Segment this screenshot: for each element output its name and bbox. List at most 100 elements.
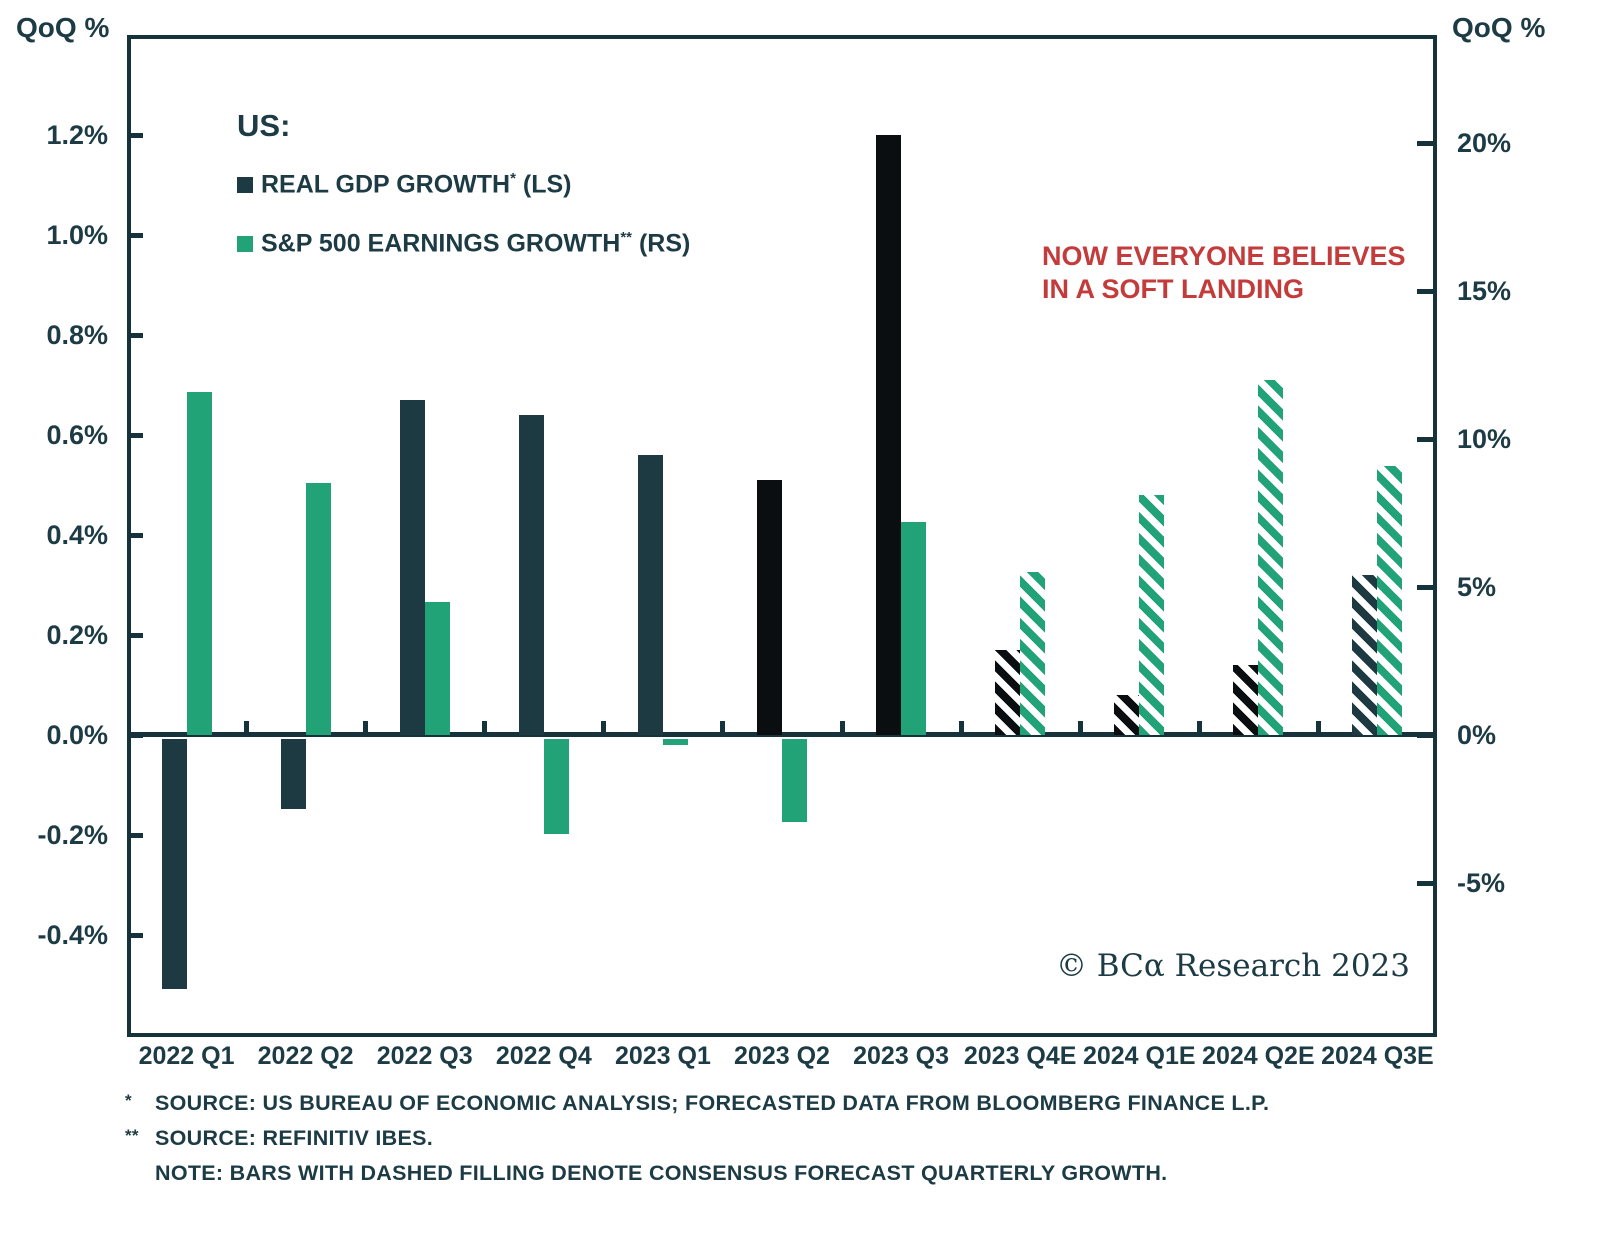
zero-baseline	[127, 732, 1437, 737]
x-axis-tick	[1196, 721, 1202, 735]
plot-area	[127, 35, 1437, 1037]
bar-gdp-2024-q3e	[1352, 575, 1378, 735]
footnote-source-2: ** SOURCE: REFINITIV IBES.	[125, 1125, 1269, 1152]
left-axis-tick	[127, 833, 143, 838]
x-axis-tick	[363, 721, 369, 735]
left-axis-tick-label: 0.0%	[46, 720, 108, 750]
left-axis-tick-label: -0.4%	[37, 920, 108, 950]
legend: US: REAL GDP GROWTH* (LS) S&P 500 EARNIN…	[237, 108, 690, 289]
legend-title: US:	[237, 108, 291, 143]
x-axis-label-2022-q4: 2022 Q4	[495, 1042, 592, 1070]
bar-gdp-2022-q1	[161, 739, 187, 989]
x-axis-label-2024-q2e: 2024 Q2E	[1202, 1042, 1315, 1070]
left-axis-tick-label: -0.2%	[37, 820, 108, 850]
x-axis-label-2023-q3: 2023 Q3	[853, 1042, 950, 1070]
footnote-note: NOTE: BARS WITH DASHED FILLING DENOTE CO…	[125, 1160, 1269, 1187]
x-axis-tick	[601, 721, 607, 735]
earnings-label-asterisk: **	[620, 229, 633, 247]
right-axis-title: QoQ %	[1452, 12, 1546, 43]
x-axis-label-2024-q3e: 2024 Q3E	[1321, 1042, 1434, 1070]
x-axis-tick	[1077, 721, 1083, 735]
bar-gdp-2023-q1	[637, 455, 663, 735]
footnote-3-text: NOTE: BARS WITH DASHED FILLING DENOTE CO…	[155, 1161, 1168, 1185]
bar-earnings-2024-q3e	[1377, 465, 1403, 735]
x-axis-tick	[1315, 721, 1321, 735]
soft-landing-annotation: NOW EVERYONE BELIEVES IN A SOFT LANDING	[1042, 240, 1406, 306]
left-axis-tick-label: 0.2%	[46, 620, 108, 650]
left-axis-title: QoQ %	[16, 12, 110, 43]
right-axis-tick	[1417, 141, 1433, 146]
footnote-source-1: * SOURCE: US BUREAU OF ECONOMIC ANALYSIS…	[125, 1090, 1269, 1117]
bar-gdp-2022-q4	[518, 415, 544, 735]
right-axis-tick	[1417, 437, 1433, 442]
bar-earnings-2023-q2	[782, 739, 807, 822]
right-axis-tick-label: 10%	[1457, 424, 1512, 454]
right-axis-tick-label: 0%	[1457, 720, 1497, 750]
x-axis-label-2022-q3: 2022 Q3	[376, 1042, 473, 1070]
left-axis-tick-label: 0.8%	[46, 320, 108, 350]
x-axis-tick	[720, 721, 726, 735]
left-axis-tick-label: 1.0%	[46, 220, 108, 250]
bar-earnings-2023-q3	[901, 521, 927, 735]
left-axis-tick-label: 0.6%	[46, 420, 108, 450]
x-axis-label-2023-q4e: 2023 Q4E	[963, 1042, 1077, 1070]
footnotes: * SOURCE: US BUREAU OF ECONOMIC ANALYSIS…	[125, 1090, 1269, 1195]
right-axis-tick-label: 5%	[1457, 572, 1497, 602]
right-axis-tick-label: -5%	[1457, 868, 1506, 898]
right-axis-tick	[1417, 881, 1433, 886]
annotation-line-2: IN A SOFT LANDING	[1042, 274, 1304, 304]
x-axis-label-2022-q1: 2022 Q1	[138, 1042, 235, 1070]
right-axis-tick	[1417, 733, 1433, 738]
x-axis-tick	[958, 721, 964, 735]
left-axis-tick	[127, 133, 143, 138]
x-axis-tick	[244, 721, 250, 735]
bar-earnings-2023-q1	[662, 739, 688, 745]
left-axis-tick	[127, 533, 143, 538]
bar-gdp-2022-q2	[280, 739, 306, 809]
left-axis-tick	[127, 633, 143, 638]
gdp-label-text: REAL GDP GROWTH	[261, 170, 511, 199]
gdp-series-swatch	[237, 176, 253, 193]
x-axis-label-2024-q1e: 2024 Q1E	[1082, 1042, 1196, 1070]
bar-earnings-2022-q1	[186, 391, 212, 735]
x-axis-tick	[839, 721, 845, 735]
footnote-2-text: SOURCE: REFINITIV IBES.	[155, 1126, 434, 1150]
legend-item-earnings: S&P 500 EARNINGS GROWTH** (RS)	[237, 229, 690, 258]
bar-gdp-2023-q4e	[995, 650, 1021, 735]
annotation-line-1: NOW EVERYONE BELIEVES	[1042, 241, 1406, 271]
bar-gdp-2023-q3	[876, 135, 902, 735]
left-axis-tick	[127, 733, 143, 738]
left-axis-tick	[127, 933, 143, 938]
bar-gdp-2024-q2e	[1233, 665, 1259, 735]
right-axis-tick-label: 15%	[1457, 276, 1512, 306]
bar-earnings-2024-q1e	[1139, 495, 1165, 735]
footnote-2-marker: **	[125, 1126, 139, 1145]
bar-earnings-2022-q3	[424, 601, 450, 735]
earnings-label-text: S&P 500 EARNINGS GROWTH	[261, 229, 621, 258]
x-axis-label-2023-q2: 2023 Q2	[734, 1042, 830, 1070]
footnote-1-marker: *	[125, 1091, 132, 1110]
bar-earnings-2023-q4e	[1020, 572, 1046, 735]
left-axis-tick	[127, 233, 143, 238]
bar-earnings-2022-q2	[305, 483, 331, 735]
gdp-label-asterisk: *	[510, 170, 516, 187]
bar-earnings-2024-q2e	[1258, 379, 1284, 735]
right-axis-tick-label: 20%	[1457, 128, 1512, 158]
footnote-3-marker	[125, 1157, 155, 1184]
left-axis-tick-label: 1.2%	[46, 120, 108, 150]
footnote-1-text: SOURCE: US BUREAU OF ECONOMIC ANALYSIS; …	[155, 1091, 1270, 1115]
x-axis-label-2022-q2: 2022 Q2	[257, 1042, 354, 1070]
bar-earnings-2022-q4	[543, 739, 569, 834]
right-axis-tick	[1417, 289, 1433, 294]
gdp-label-suffix: (LS)	[515, 170, 572, 199]
left-axis-tick	[127, 333, 143, 338]
x-axis-label-2023-q1: 2023 Q1	[614, 1042, 711, 1070]
legend-item-gdp: REAL GDP GROWTH* (LS)	[237, 170, 690, 199]
earnings-label-suffix: (RS)	[632, 229, 691, 258]
earnings-series-swatch	[237, 235, 253, 252]
bar-gdp-2024-q1e	[1114, 695, 1140, 735]
legend-item-gdp-label: REAL GDP GROWTH* (LS)	[261, 170, 571, 199]
x-axis-tick	[482, 721, 488, 735]
left-axis-tick-label: 0.4%	[46, 520, 108, 550]
